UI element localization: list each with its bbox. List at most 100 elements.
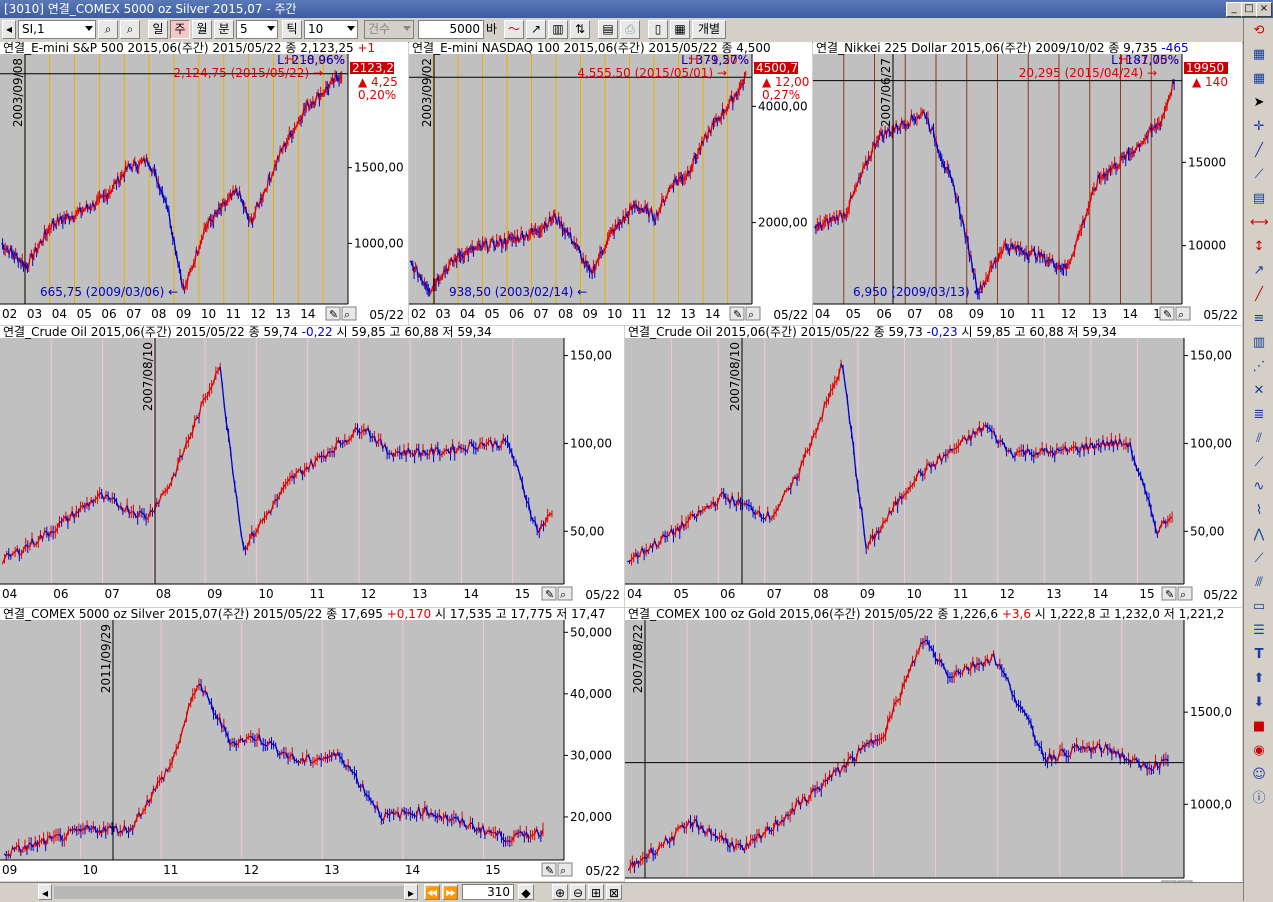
bars-input[interactable]: 5000 [418, 20, 484, 39]
header-part: 연결_COMEX 5000 oz Silver 2015,07(주간) 2015… [3, 608, 326, 621]
ray-icon[interactable]: ╱ [1250, 286, 1268, 304]
gann-icon[interactable]: ✕ [1250, 382, 1268, 400]
andrews-icon[interactable]: ⫻ [1250, 574, 1268, 592]
speed-icon[interactable]: ⟋ [1250, 550, 1268, 568]
zoom-input[interactable]: 310 [462, 884, 514, 900]
count-select[interactable]: 건수 [364, 20, 414, 39]
arrow-up-icon[interactable]: ⬆ [1250, 670, 1268, 688]
x-tick-label: 08 [938, 307, 953, 321]
low-note: 665,75 (2009/03/06) ← [40, 285, 178, 299]
arrow-down-icon[interactable]: ⬇ [1250, 694, 1268, 712]
rewind-icon[interactable]: ⏪ [424, 884, 440, 900]
fit-icon[interactable]: ⊞ [588, 884, 604, 900]
y-tick-label: 2000,00 [758, 216, 808, 230]
magnifier-red-icon[interactable]: ⌕ [120, 20, 140, 39]
trend-icon[interactable]: ↗ [526, 20, 546, 39]
header-part: -0,23 [927, 326, 962, 339]
x-tick-label: 05 [485, 307, 500, 321]
x-tick-label: 03 [27, 307, 42, 321]
trendline-icon[interactable]: ⟋ [1250, 166, 1268, 184]
chart-panel-es[interactable]: 02030405060708091011121314152003/09/0810… [0, 42, 408, 325]
panel-header: 연결_Crude Oil 2015,06(주간) 2015/05/22 종 59… [3, 326, 492, 339]
refresh-icon[interactable]: ⟲ [1250, 22, 1268, 40]
box-icon[interactable]: ▭ [1250, 598, 1268, 616]
close-chart-icon[interactable]: ⊠ [606, 884, 622, 900]
chart-panel-nk[interactable]: 0405060708091011121314152007/06/27100001… [813, 42, 1242, 325]
scroll-bar[interactable]: ◂ ▸ ⏪ ⏩ 310 ◆ ⊕ ⊖ ⊞ ⊠ [0, 882, 1243, 902]
x-tick-label: 14 [1093, 587, 1108, 601]
scroll-next-icon[interactable]: ▸ [404, 884, 418, 900]
panel-header: 연결_Crude Oil 2015,06(주간) 2015/05/22 종 59… [628, 326, 1117, 339]
low-note: 6,950 (2009/03/13) ← [853, 285, 984, 299]
minimize-button[interactable]: _ [1226, 2, 1242, 17]
minute-select[interactable]: 5 [236, 20, 278, 39]
channel-icon[interactable]: ≡ [1250, 310, 1268, 328]
cursor-icon[interactable]: ➤ [1250, 94, 1268, 112]
circle-icon[interactable]: ◉ [1250, 742, 1268, 760]
zoom-spin-icon[interactable]: ◆ [518, 884, 534, 900]
plot-area [0, 620, 564, 860]
info-icon[interactable]: ⓘ [1250, 790, 1268, 808]
text-tool-icon[interactable]: T [1250, 646, 1268, 664]
tool-grid-icon[interactable]: ▦ [1250, 46, 1268, 64]
rectangle-icon[interactable]: ■ [1250, 718, 1268, 736]
x-tick-label: 11 [163, 863, 178, 877]
close-button[interactable]: × [1256, 2, 1272, 17]
draw-line-icon[interactable]: ╱ [1250, 142, 1268, 160]
y-tick-label: 50,000 [570, 625, 612, 639]
line-chart-icon[interactable]: 〜 [504, 20, 524, 39]
cycle-icon[interactable]: ⌇ [1250, 502, 1268, 520]
wave-icon[interactable]: ∿ [1250, 478, 1268, 496]
search-icon-glyph: ⌕ [560, 588, 566, 601]
chart-small-icon[interactable]: ▤ [1250, 190, 1268, 208]
x-tick-label: 13 [1046, 587, 1061, 601]
period-minute-button[interactable]: 분 [214, 20, 234, 39]
forward-icon[interactable]: ⏩ [442, 884, 458, 900]
x-tick-label: 02 [411, 307, 426, 321]
grid-icon[interactable]: ▦ [670, 20, 690, 39]
scroll-track[interactable] [54, 886, 404, 899]
tick-select[interactable]: 10 [304, 20, 358, 39]
low-note: 938,50 (2003/02/14) ← [449, 285, 587, 299]
pattern-icon[interactable]: ⋀ [1250, 526, 1268, 544]
window-title: [3010] 연결_COMEX 5000 oz Silver 2015,07 -… [4, 0, 297, 18]
tool-grid2-icon[interactable]: ▦ [1250, 70, 1268, 88]
period-day-button[interactable]: 일 [148, 20, 168, 39]
fan-icon[interactable]: ⋰ [1250, 358, 1268, 376]
scroll-left-icon[interactable]: ◂ [2, 20, 16, 39]
y-tick-label: 20,000 [570, 810, 612, 824]
sort-icon[interactable]: ⇅ [570, 20, 590, 39]
document-icon[interactable]: ▤ [598, 20, 618, 39]
period-week-button[interactable]: 주 [170, 20, 190, 39]
tick-button[interactable]: 틱 [282, 20, 302, 39]
crosshair-icon[interactable]: ✛ [1250, 118, 1268, 136]
bar-chart-icon[interactable]: ▥ [548, 20, 568, 39]
individual-button[interactable]: 개별 [692, 20, 726, 39]
chart-panel-gc[interactable]: 0708091011121314152007/08/221000,01500,0… [625, 608, 1242, 901]
smile-icon[interactable]: ☺ [1250, 766, 1268, 784]
retracement-icon[interactable]: ≣ [1250, 406, 1268, 424]
low-pct-label: L: 218,96% [277, 53, 345, 67]
period-month-button[interactable]: 월 [192, 20, 212, 39]
list-icon[interactable]: ☰ [1250, 622, 1268, 640]
candle-icon[interactable]: ▯ [648, 20, 668, 39]
search-icon[interactable]: ⌕ [98, 20, 118, 39]
arrow-icon[interactable]: ↗ [1250, 262, 1268, 280]
zigzag-icon[interactable]: ⟋ [1250, 454, 1268, 472]
parallel-icon[interactable]: ⫽ [1250, 430, 1268, 448]
fibonacci-icon[interactable]: ▥ [1250, 334, 1268, 352]
vline-icon[interactable]: ↕ [1250, 238, 1268, 256]
hline-icon[interactable]: ⟷ [1250, 214, 1268, 232]
chart-panel-nq[interactable]: 02030405060708091011121314152003/09/0220… [409, 42, 812, 325]
zoom-in-icon[interactable]: ⊕ [552, 884, 568, 900]
scroll-prev-icon[interactable]: ◂ [38, 884, 52, 900]
symbol-input[interactable]: SI,1 [18, 20, 96, 39]
print-icon[interactable]: ⎙ [620, 20, 640, 39]
zoom-out-icon[interactable]: ⊖ [570, 884, 586, 900]
date-label: 05/22 [585, 864, 620, 878]
change-label: ▲ 4,25 [358, 75, 398, 89]
maximize-button[interactable]: □ [1241, 2, 1257, 17]
